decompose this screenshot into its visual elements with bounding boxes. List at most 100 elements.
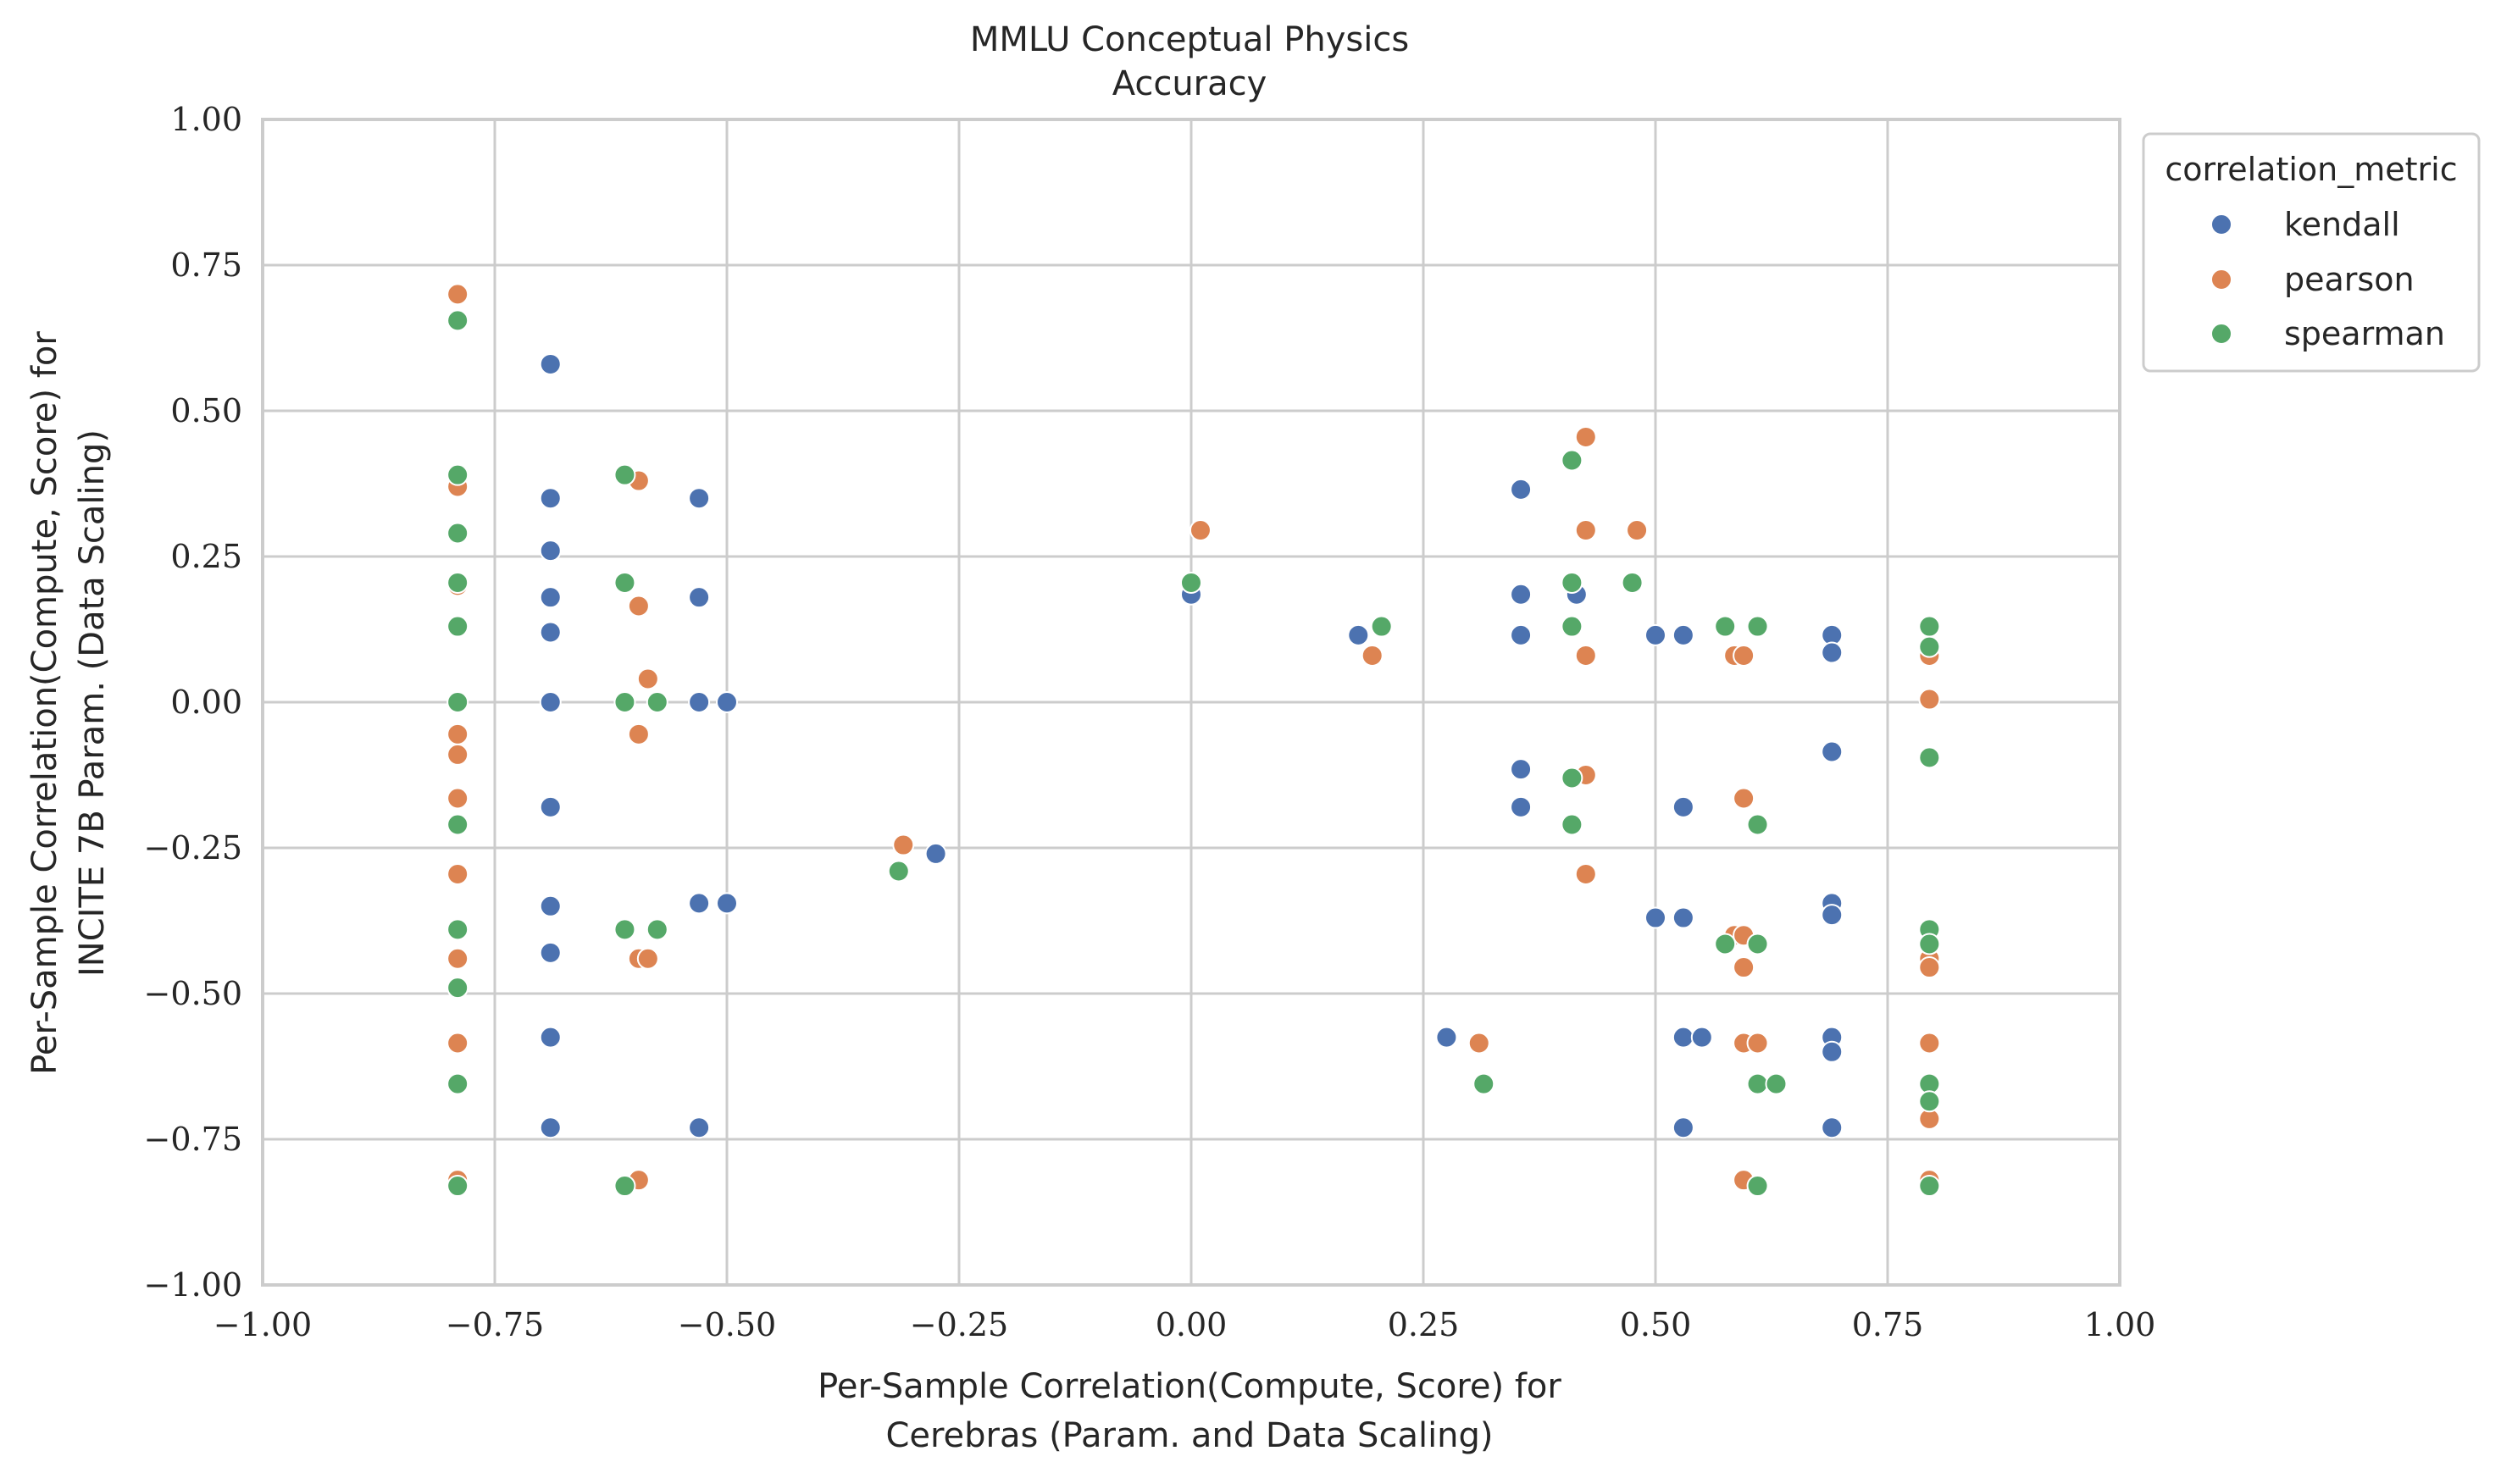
x-axis-label-line-1: Per-Sample Correlation(Compute, Score) f… [818, 1367, 1561, 1406]
y-tick-label: 0.50 [170, 392, 242, 429]
x-tick-label: 1.00 [2084, 1306, 2156, 1343]
data-point-spearman [446, 1072, 469, 1095]
legend-marker-pearson [2210, 269, 2232, 291]
legend-title: correlation_metric [2165, 151, 2457, 188]
data-point-kendall [1672, 795, 1694, 818]
y-tick-label: 0.75 [170, 246, 242, 284]
data-point-spearman [646, 691, 668, 713]
data-point-pearson [1746, 1032, 1769, 1055]
data-point-kendall [688, 691, 711, 713]
data-point-spearman [446, 918, 469, 941]
data-point-kendall [539, 1116, 562, 1139]
data-points [446, 283, 1941, 1198]
data-point-kendall [1672, 906, 1694, 929]
data-point-pearson [1918, 688, 1941, 711]
x-tick-label: −0.50 [678, 1306, 776, 1343]
data-point-kendall [539, 540, 562, 562]
data-point-kendall [1510, 795, 1533, 818]
data-point-spearman [446, 813, 469, 836]
y-tick-label: 0.00 [170, 684, 242, 721]
data-point-pearson [446, 947, 469, 970]
legend-box [2142, 132, 2481, 373]
data-point-spearman [613, 571, 636, 594]
data-point-pearson [446, 862, 469, 885]
data-point-kendall [688, 1116, 711, 1139]
data-point-kendall [1435, 1026, 1458, 1049]
data-point-spearman [646, 918, 668, 941]
data-point-kendall [1821, 1040, 1844, 1063]
data-point-kendall [924, 842, 947, 865]
series-spearman [446, 309, 1941, 1198]
data-point-kendall [1644, 906, 1666, 929]
data-point-spearman [1746, 615, 1769, 638]
data-point-kendall [539, 941, 562, 964]
x-tick-label: 0.50 [1620, 1306, 1692, 1343]
data-point-kendall [539, 691, 562, 713]
data-point-pearson [1918, 1032, 1941, 1055]
data-point-pearson [1918, 956, 1941, 979]
data-point-pearson [1574, 644, 1597, 667]
data-point-spearman [613, 918, 636, 941]
data-point-kendall [1347, 623, 1370, 646]
data-point-kendall [539, 352, 562, 375]
y-tick-label: −0.50 [144, 975, 242, 1012]
data-point-pearson [446, 1032, 469, 1055]
data-point-spearman [1370, 615, 1393, 638]
y-tick-label: −0.75 [144, 1121, 242, 1158]
series-pearson [446, 283, 1941, 1192]
data-point-spearman [1918, 1175, 1941, 1198]
data-point-spearman [1918, 933, 1941, 955]
data-point-kendall [688, 892, 711, 915]
data-point-pearson [892, 833, 915, 856]
x-tick-label: −0.25 [910, 1306, 1008, 1343]
data-point-pearson [446, 283, 469, 306]
data-point-spearman [1746, 1175, 1769, 1198]
data-point-spearman [1561, 571, 1583, 594]
data-point-kendall [1644, 623, 1666, 646]
y-tick-label: 1.00 [170, 101, 242, 138]
data-point-spearman [887, 860, 910, 883]
data-point-kendall [1672, 623, 1694, 646]
data-point-spearman [613, 1175, 636, 1198]
data-point-pearson [1733, 787, 1755, 810]
y-axis-label-line-1: Per-Sample Correlation(Compute, Score) f… [25, 331, 64, 1075]
legend-label-kendall: kendall [2284, 206, 2400, 243]
data-point-spearman [1561, 615, 1583, 638]
data-point-spearman [613, 691, 636, 713]
legend: correlation_metric kendall pearson spear… [2142, 132, 2481, 373]
data-point-pearson [1574, 425, 1597, 448]
data-point-kendall [1510, 623, 1533, 646]
data-point-pearson [1574, 862, 1597, 885]
data-point-kendall [1510, 758, 1533, 781]
data-point-spearman [446, 977, 469, 999]
data-point-spearman [613, 463, 636, 486]
data-point-pearson [627, 723, 650, 745]
data-point-pearson [636, 947, 659, 970]
data-point-pearson [1733, 644, 1755, 667]
chart-title-line-2: Accuracy [1112, 64, 1267, 103]
data-point-kendall [1821, 641, 1844, 664]
data-point-spearman [1918, 1090, 1941, 1113]
data-point-spearman [1746, 813, 1769, 836]
data-point-spearman [446, 522, 469, 545]
data-point-kendall [539, 894, 562, 917]
plot-frame [261, 118, 2121, 1287]
data-point-spearman [446, 571, 469, 594]
data-point-kendall [1510, 478, 1533, 501]
data-point-spearman [1714, 933, 1737, 955]
legend-marker-kendall [2210, 213, 2232, 235]
data-point-pearson [446, 787, 469, 810]
data-point-pearson [1574, 519, 1597, 542]
x-tick-label: 0.00 [1156, 1306, 1228, 1343]
data-point-pearson [1733, 956, 1755, 979]
legend-label-pearson: pearson [2284, 261, 2415, 298]
data-point-spearman [1918, 615, 1941, 638]
data-point-kendall [1672, 1116, 1694, 1139]
data-point-pearson [446, 743, 469, 766]
x-tick-label: 0.25 [1388, 1306, 1460, 1343]
x-tick-label: −1.00 [214, 1306, 312, 1343]
data-point-spearman [1746, 1072, 1769, 1095]
data-point-spearman [1621, 571, 1644, 594]
